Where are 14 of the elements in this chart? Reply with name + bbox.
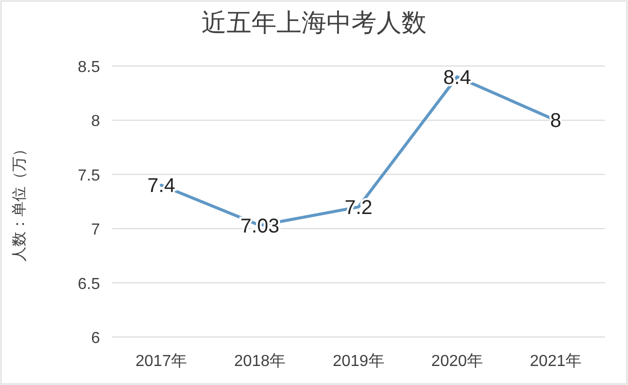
xtick: 2019年 [332,353,384,370]
xtick: 2020年 [431,353,483,370]
xtick: 2017年 [136,353,188,370]
xtick: 2018年 [234,353,286,370]
ytick: 7 [91,222,100,239]
title: 近五年上海中考人数 [202,9,426,37]
ytick: 8 [91,113,100,130]
xtick: 2021年 [530,353,582,370]
ytick: 6.5 [78,276,100,293]
ylabel: 人数：单位（万） [11,142,28,262]
label: 7.4 [147,175,176,198]
ytick: 8.5 [78,59,100,76]
ytick: 6 [91,330,100,347]
ytick: 7.5 [78,167,100,184]
